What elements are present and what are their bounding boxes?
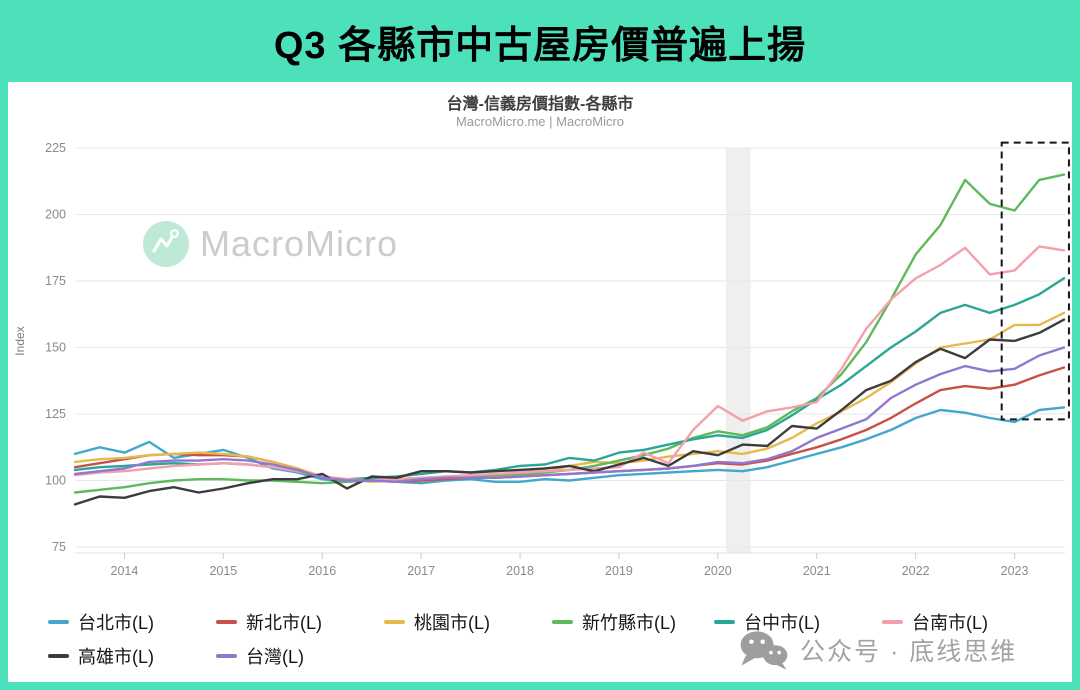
series-line-taiwan — [73, 346, 1066, 483]
legend-item-taoyuan[interactable]: 桃園市(L) — [384, 610, 490, 634]
legend-item-taipei[interactable]: 台北市(L) — [48, 610, 154, 634]
wechat-label: 公众号 · 底线思维 — [800, 638, 1018, 666]
legend-label: 台南市(L) — [912, 613, 988, 633]
x-axis-tick-label: 2014 — [111, 564, 139, 578]
x-axis-tick-label: 2016 — [308, 564, 336, 578]
x-axis-tick-label: 2020 — [704, 564, 732, 578]
series-line-hsinchu — [73, 173, 1066, 494]
legend-label: 新竹縣市(L) — [582, 613, 676, 633]
chart-title: 台灣-信義房價指數-各縣市 — [446, 96, 634, 113]
legend-label: 台北市(L) — [78, 613, 154, 633]
legend-marker — [216, 620, 237, 624]
x-axis-tick-label: 2017 — [407, 564, 435, 578]
y-axis-tick-label: 75 — [52, 540, 66, 554]
y-axis-tick-label: 175 — [45, 274, 66, 288]
page-header: Q3 各縣市中古屋房價普遍上揚 — [0, 0, 1080, 82]
legend-label: 高雄市(L) — [78, 647, 154, 667]
wechat-icon — [740, 631, 788, 670]
series-line-kaohsiung — [73, 318, 1066, 506]
legend-item-tainan[interactable]: 台南市(L) — [882, 610, 988, 634]
series-line-tainan — [73, 245, 1066, 482]
legend-marker — [216, 654, 237, 658]
chart-source: MacroMicro.me | MacroMicro — [455, 114, 625, 129]
x-axis-tick-label: 2015 — [209, 564, 237, 578]
legend-item-kaohsiung[interactable]: 高雄市(L) — [48, 644, 154, 668]
legend-marker — [882, 620, 903, 624]
legend-marker — [48, 654, 69, 658]
x-axis-tick-label: 2018 — [506, 564, 534, 578]
wechat-badge: 公众号 · 底线思维 — [738, 628, 1017, 672]
legend-marker — [384, 620, 405, 624]
y-axis-tick-label: 200 — [45, 208, 66, 222]
x-axis-tick-label: 2023 — [1001, 564, 1029, 578]
legend-label: 桃園市(L) — [414, 613, 490, 633]
x-axis-tick-label: 2019 — [605, 564, 633, 578]
legend-label: 新北市(L) — [246, 613, 322, 633]
legend-label: 台中市(L) — [744, 613, 820, 633]
highlight-box — [1000, 141, 1070, 421]
legend-marker — [48, 620, 69, 624]
y-axis-tick-label: 125 — [45, 407, 66, 421]
page-title: Q3 各縣市中古屋房價普遍上揚 — [273, 24, 807, 67]
recession-band — [725, 148, 751, 553]
y-axis-tick-label: 225 — [45, 141, 66, 155]
legend-item-hsinchu[interactable]: 新竹縣市(L) — [552, 610, 676, 634]
price-index-chart: 75 100 125 150 175 200 225 2014 2015 2016 2017 2018… — [45, 141, 1070, 578]
x-axis-tick-label: 2022 — [902, 564, 930, 578]
series-line-taoyuan — [73, 311, 1066, 483]
legend-marker — [552, 620, 573, 624]
series-line-taipei — [73, 406, 1066, 485]
legend-marker — [714, 620, 735, 624]
legend-item-new-taipei[interactable]: 新北市(L) — [216, 610, 322, 634]
legend-item-taichung[interactable]: 台中市(L) — [714, 610, 820, 634]
x-axis-tick-label: 2021 — [803, 564, 831, 578]
legend-item-taiwan[interactable]: 台灣(L) — [216, 644, 304, 668]
y-axis-tick-label: 100 — [45, 474, 66, 488]
legend-label: 台灣(L) — [246, 647, 304, 667]
chart-panel: 台灣-信義房價指數-各縣市 MacroMicro.me | MacroMicro… — [8, 82, 1072, 682]
y-axis-tick-label: 150 — [45, 341, 66, 355]
